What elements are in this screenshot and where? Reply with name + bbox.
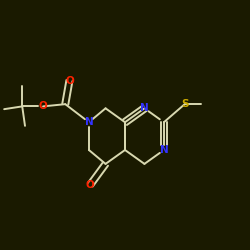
Text: S: S [181, 99, 188, 109]
Text: O: O [86, 180, 95, 190]
Text: O: O [39, 102, 48, 112]
Text: N: N [84, 117, 93, 127]
Text: N: N [160, 145, 168, 155]
Text: N: N [140, 103, 149, 113]
Text: O: O [65, 76, 74, 86]
